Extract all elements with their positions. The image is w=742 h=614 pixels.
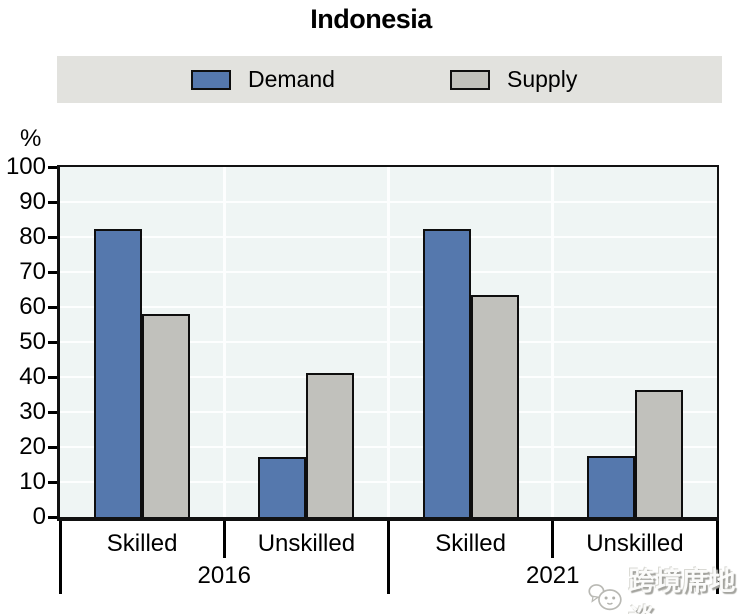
y-tick-40 <box>48 375 57 379</box>
y-tick-label-70: 70 <box>19 258 46 285</box>
x-category-label-0: Skilled <box>106 530 178 557</box>
x-group-label-2021: 2021 <box>526 562 580 589</box>
y-tick-0 <box>48 515 57 519</box>
y-axis-unit-label: % <box>20 125 42 152</box>
y-tick-label-30: 30 <box>19 398 46 425</box>
bar-demand-0 <box>94 228 143 517</box>
y-tick-80 <box>48 235 57 239</box>
y-tick-label-50: 50 <box>19 328 46 355</box>
x-category-label-3: Unskilled <box>586 530 684 557</box>
watermark-text: 跨境席地谈 <box>628 566 737 614</box>
y-tick-100 <box>48 165 57 169</box>
x-group-tick-0 <box>58 521 62 594</box>
x-group-label-2016: 2016 <box>197 562 251 589</box>
y-tick-70 <box>48 270 57 274</box>
gridline-v-1 <box>222 167 226 517</box>
chat-bubbles-icon <box>588 584 622 611</box>
legend-label-supply: Supply <box>507 66 578 92</box>
bar-supply-2 <box>470 295 519 517</box>
chart-title: Indonesia <box>310 4 432 34</box>
bar-supply-3 <box>634 389 683 517</box>
y-tick-label-10: 10 <box>19 468 46 495</box>
y-tick-20 <box>48 445 57 449</box>
plot-area <box>57 165 719 521</box>
legend-band: Demand Supply <box>57 56 722 103</box>
legend-item-supply: Supply <box>450 56 577 103</box>
y-tick-30 <box>48 410 57 414</box>
legend-swatch-demand <box>191 69 231 90</box>
bar-demand-2 <box>422 229 471 517</box>
y-tick-label-0: 0 <box>32 503 46 530</box>
legend-item-demand: Demand <box>191 56 335 103</box>
y-tick-90 <box>48 200 57 204</box>
legend-swatch-supply <box>450 69 490 90</box>
y-tick-50 <box>48 340 57 344</box>
y-tick-label-100: 100 <box>5 153 46 180</box>
y-tick-label-60: 60 <box>19 293 46 320</box>
x-category-tick-3 <box>551 521 555 558</box>
gridline-v-2 <box>387 167 390 517</box>
y-tick-60 <box>48 305 57 309</box>
x-group-tick-4 <box>715 521 719 594</box>
bar-demand-3 <box>586 456 635 517</box>
y-tick-10 <box>48 480 57 484</box>
bar-supply-0 <box>142 313 191 517</box>
bar-demand-1 <box>258 456 307 517</box>
y-tick-label-20: 20 <box>19 433 46 460</box>
y-tick-label-90: 90 <box>19 188 46 215</box>
bar-supply-1 <box>306 372 355 517</box>
x-group-tick-2 <box>387 521 390 594</box>
x-category-label-1: Unskilled <box>257 530 356 557</box>
watermark: 跨境席地谈 <box>588 561 742 614</box>
x-category-tick-1 <box>222 521 226 558</box>
x-category-label-2: Skilled <box>435 530 506 557</box>
y-tick-label-80: 80 <box>19 223 46 250</box>
gridline-v-3 <box>551 167 555 517</box>
y-tick-label-40: 40 <box>19 363 46 390</box>
legend-label-demand: Demand <box>248 66 335 92</box>
